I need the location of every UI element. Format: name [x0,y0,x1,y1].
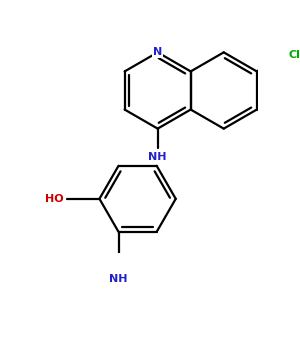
Text: Cl: Cl [289,50,300,60]
Text: HO: HO [45,194,64,204]
Text: NH: NH [109,274,128,284]
Text: N: N [153,47,162,57]
Text: NH: NH [148,152,167,162]
